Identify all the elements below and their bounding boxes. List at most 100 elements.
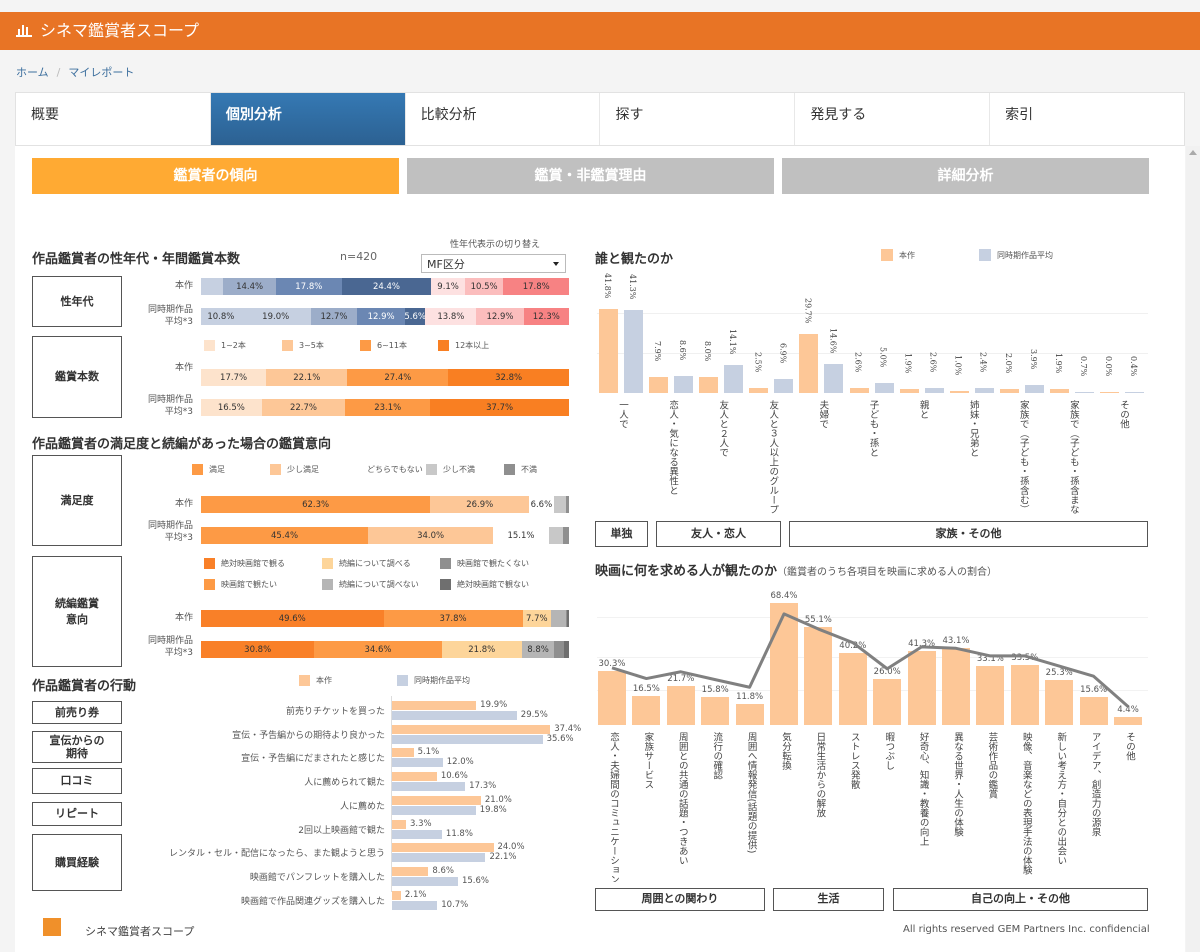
motive-value: 11.8% (736, 691, 764, 702)
behavior-bar (392, 758, 443, 768)
legend-swatch (426, 464, 437, 475)
row-label-line: 同時期作品 (147, 395, 193, 405)
tab-search[interactable]: 探す (600, 93, 796, 145)
app-title: シネマ鑑賞者スコープ (40, 21, 200, 40)
group-social: 周囲との関わり (595, 888, 765, 911)
behavior-label: 映画館で作品関連グッズを購入した (240, 896, 385, 907)
motive-value: 33.5% (1011, 653, 1039, 664)
chart-subtitle: （鑑賞者のうち各項目を映画に求める人の割合） (777, 567, 998, 578)
who-bar (1024, 385, 1044, 393)
box-label: 宣伝からの (49, 733, 105, 747)
who-bar (649, 377, 669, 393)
motive-bar (1010, 665, 1039, 725)
breadcrumb-myreport[interactable]: マイレポート (68, 66, 135, 79)
row-label-line: 同時期作品 (147, 521, 193, 531)
tab-comparison[interactable]: 比較分析 (406, 93, 601, 145)
tab-overview[interactable]: 概要 (16, 93, 211, 145)
tab-individual-analysis[interactable]: 個別分析 (210, 93, 406, 145)
subtab-viewer-trends[interactable]: 鑑賞者の傾向 (32, 158, 399, 194)
switch-label: 性年代表示の切り替え (450, 240, 541, 250)
motive-bar (701, 696, 730, 725)
who-value: 6.9% (778, 343, 788, 364)
legend-item: 本作 (299, 675, 332, 686)
motive-bar (838, 653, 867, 725)
motive-value: 68.4% (770, 591, 798, 602)
who-bar (949, 391, 969, 393)
motive-value: 40.2% (839, 641, 867, 652)
legend-swatch (979, 249, 991, 261)
row-label-this: 本作 (174, 613, 193, 623)
gender-age-select[interactable]: MF区分 (421, 254, 566, 273)
who-category: 友人と２人で (717, 400, 729, 457)
motive-bar (666, 686, 695, 725)
bar-segment: 62.3% (201, 496, 431, 513)
behavior-bar (392, 734, 543, 744)
behavior-label: レンタル・セル・配信になったら、また観ようと思う (168, 849, 385, 860)
behavior-bar (392, 782, 466, 792)
box-word-of-mouth: 口コミ (32, 768, 122, 794)
box-label: 意向 (66, 612, 88, 626)
bar-segment: 26.9% (430, 496, 530, 513)
bar-segment: 12.7% (310, 308, 358, 325)
bar-segment: 34.0% (368, 527, 494, 544)
scroll-up-icon[interactable] (1189, 150, 1197, 155)
bar-segment: 19.0% (240, 308, 311, 325)
who-value: 7.9% (653, 341, 663, 362)
legend-item: 不満 (504, 464, 537, 475)
group-family: 家族・その他 (789, 521, 1148, 547)
legend-item: 少し満足 (270, 464, 319, 475)
tab-discover[interactable]: 発見する (795, 93, 991, 145)
who-bar (874, 383, 894, 393)
bar-segment: 13.8% (425, 308, 477, 325)
bar-segment: 34.6% (314, 641, 442, 658)
bar-segment: 22.1% (266, 369, 348, 386)
stacked-bar: 14.4% 17.8% 24.4% 9.1% 10.5% 17.8% (201, 278, 569, 295)
who-chart-title: 誰と観たのか (595, 252, 674, 267)
legend-item: 絶対映画館で観ない (440, 579, 529, 590)
legend-swatch (440, 558, 451, 569)
bar-segment: 10.8% (201, 308, 241, 325)
legend-label: 少し満足 (287, 465, 319, 474)
behavior-value: 22.1% (489, 852, 517, 863)
bar-segment: 30.8% (201, 641, 315, 658)
motive-category: 家族サービス (642, 732, 654, 789)
legend-label: 絶対映画館で観ない (457, 580, 529, 589)
who-bar (899, 389, 919, 393)
who-value: 3.9% (1028, 349, 1038, 370)
sample-size: n=420 (340, 250, 378, 263)
subtab-detail-analysis[interactable]: 詳細分析 (782, 158, 1149, 194)
who-bar (774, 379, 794, 393)
legend-item: 映画館で観たくない (440, 558, 529, 569)
motive-category: その他 (1124, 732, 1135, 761)
motive-bar (1114, 717, 1142, 725)
who-bar (599, 309, 618, 393)
who-category: 親と (917, 400, 929, 419)
scrollbar[interactable] (1186, 146, 1200, 952)
breadcrumb-home[interactable]: ホーム (16, 66, 49, 79)
who-value: 2.6% (853, 351, 863, 373)
stacked-bar: 10.8% 19.0% 12.7% 12.9% 5.6% 13.8% 12.9% 12.3% (201, 308, 569, 325)
motive-category: 好奇心、知識・教養の向上 (917, 732, 929, 846)
subtab-viewing-reasons[interactable]: 鑑賞・非鑑賞理由 (407, 158, 774, 194)
who-value: 14.6% (828, 327, 838, 354)
row-label-average: 同時期作品 平均*3 (133, 636, 193, 659)
who-bar (724, 364, 744, 393)
legend-label: 映画館で観たくない (457, 559, 529, 568)
legend-label: 同時期作品平均 (414, 676, 470, 685)
tab-index[interactable]: 索引 (1005, 107, 1034, 123)
legend-swatch (299, 675, 310, 686)
motive-value: 43.1% (942, 636, 970, 647)
legend-label: 6~11本 (377, 341, 407, 350)
legend-item: 映画館で観たい (204, 579, 277, 590)
behavior-value: 10.7% (441, 899, 469, 910)
motive-bar (942, 648, 970, 725)
who-value: 0.4% (1129, 355, 1138, 376)
bar-segment: 12.3% (523, 308, 569, 325)
stacked-bar: 49.6% 37.8% 7.7% (201, 610, 569, 627)
behavior-bar (392, 900, 438, 910)
who-value: 8.6% (678, 339, 688, 361)
bar-segment: 17.7% (201, 369, 267, 386)
motive-category: 周囲へ情報発信(話題の提供) (745, 732, 757, 854)
motive-category: 芸術作品の鑑賞 (986, 732, 998, 799)
who-value: 14.1% (728, 328, 738, 355)
